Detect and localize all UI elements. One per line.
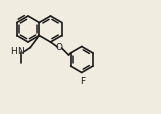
- Text: N: N: [17, 47, 24, 56]
- Text: F: F: [80, 77, 85, 86]
- Text: H: H: [10, 47, 17, 56]
- Text: O: O: [55, 43, 62, 52]
